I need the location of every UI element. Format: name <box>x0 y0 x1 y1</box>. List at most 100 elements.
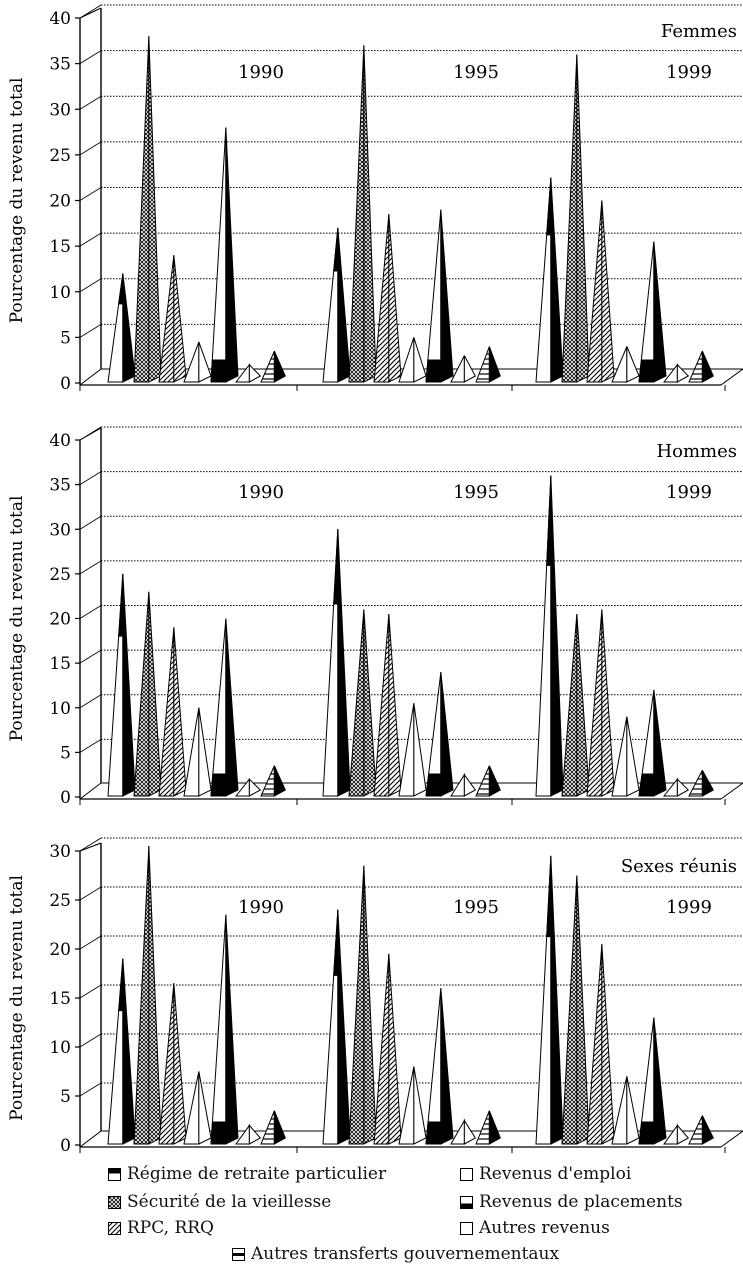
spike-face-side <box>463 1118 477 1145</box>
spike-face-side <box>626 346 640 383</box>
legend-label-atg: Autres transferts gouvernementaux <box>251 1244 560 1264</box>
spike-face-side <box>148 591 162 797</box>
spike-band <box>333 227 339 272</box>
spike-securite-de-la-vieillesse-1990 <box>133 36 162 383</box>
year-label-1995: 1995 <box>453 897 499 918</box>
spike-face-front <box>688 1115 703 1145</box>
spike-face-side <box>248 1124 262 1145</box>
spike-autres-revenus-1995 <box>450 772 477 797</box>
legend-item-plc: Revenus de placements <box>460 1192 683 1212</box>
y-tick-label: 30 <box>49 842 71 862</box>
gridline-side <box>79 1082 102 1097</box>
floor-edge-left <box>79 782 102 800</box>
spike-face-front <box>398 1066 415 1145</box>
spike-face-side <box>653 241 667 383</box>
floor-edge-right <box>720 782 743 800</box>
y-tick-label: 10 <box>49 1038 71 1058</box>
year-label-1995: 1995 <box>453 62 499 83</box>
spike-band <box>425 773 442 797</box>
gridline-side <box>79 935 102 950</box>
legend-item-sv: Sécurité de la vieillesse <box>108 1192 331 1212</box>
spike-face-side <box>701 350 714 383</box>
gridline-side <box>79 50 102 64</box>
legend-label-rpc: RPC, RRQ <box>127 1218 214 1238</box>
spike-face-front <box>158 627 175 797</box>
panel-hommes: 0 5 10 15 20 25 30 35 40 Pourcentage du revenu to… <box>7 426 743 808</box>
spike-face-side <box>173 627 187 797</box>
legend-label-aut: Autres revenus <box>479 1218 610 1238</box>
gridline-side <box>79 324 102 338</box>
spike-face-side <box>148 846 162 1145</box>
spike-face-side <box>148 36 162 383</box>
spike-band <box>546 475 552 566</box>
gridline-side <box>79 1033 102 1048</box>
spike-regime-de-retraite-particulier-1995 <box>322 529 351 797</box>
spike-face-side <box>550 177 564 383</box>
spike-rpc-rrq-1995 <box>373 613 402 797</box>
y-tick-label: 0 <box>60 788 71 808</box>
y-tick-label: 5 <box>60 1087 71 1107</box>
spike-face-side <box>198 341 212 383</box>
spike-face-front <box>260 350 275 383</box>
spike-face-side <box>676 1124 690 1145</box>
spike-face-side <box>626 716 640 797</box>
spike-face-side <box>225 618 239 797</box>
spike-face-side <box>626 1076 640 1145</box>
spike-autres-revenus-1995 <box>450 355 476 383</box>
spike-face-side <box>550 475 564 797</box>
spike-autres-transferts-gouvernementaux-1990 <box>260 765 286 797</box>
year-label-1990: 1990 <box>238 482 284 503</box>
spike-face-side <box>653 689 667 797</box>
spike-face-front <box>373 613 390 797</box>
spike-face-front <box>398 337 415 383</box>
spike-face-front <box>183 341 200 383</box>
gridline-side <box>79 278 102 293</box>
spike-revenus-de-placements-1999 <box>638 241 667 383</box>
year-label-1999: 1999 <box>666 897 712 918</box>
spike-face-front <box>133 591 150 797</box>
legend-label-plc: Revenus de placements <box>479 1192 683 1212</box>
spike-face-front <box>210 914 227 1145</box>
spike-face-side <box>653 1017 667 1145</box>
panel-label: Hommes <box>656 441 737 462</box>
year-label-1999: 1999 <box>666 482 712 503</box>
spike-regime-de-retraite-particulier-1995 <box>322 227 351 383</box>
y-tick-label: 40 <box>49 9 71 29</box>
spike-regime-de-retraite-particulier-1999 <box>535 177 564 383</box>
legend-item-rpc: RPC, RRQ <box>108 1218 214 1238</box>
y-tick-label: 0 <box>60 1136 71 1156</box>
y-tick-label: 20 <box>49 192 71 212</box>
axis-top-edge <box>79 7 102 19</box>
panel-sexes-reunis: 0 5 10 15 20 25 30 Pourcentage du revenu total S… <box>7 837 743 1156</box>
legend-swatch-emp <box>460 1167 473 1181</box>
y-tick-label: 25 <box>49 146 71 166</box>
panel-label: Sexes réunis <box>621 856 737 877</box>
panel-label: Femmes <box>661 21 737 42</box>
spike-face-front <box>586 200 603 383</box>
gridline-side <box>79 739 102 753</box>
spike-autres-transferts-gouvernementaux-1995 <box>475 1110 501 1145</box>
spike-autres-transferts-gouvernementaux-1999 <box>688 1115 714 1145</box>
y-tick-label: 30 <box>49 100 71 120</box>
spike-revenus-de-placements-1999 <box>638 689 667 797</box>
spike-face-front <box>688 350 703 383</box>
spike-securite-de-la-vieillesse-1999 <box>561 875 590 1145</box>
spike-revenus-d-emploi-1990 <box>183 1071 212 1145</box>
spike-face-front <box>210 618 227 797</box>
spike-band <box>118 958 124 1012</box>
spike-face-front <box>475 765 490 797</box>
y-tick-label: 20 <box>49 940 71 960</box>
y-tick-label: 15 <box>49 989 71 1009</box>
spike-rpc-rrq-1995 <box>373 953 402 1145</box>
spike-face-side <box>122 573 136 797</box>
spike-securite-de-la-vieillesse-1990 <box>133 591 162 797</box>
spike-face-side <box>440 671 454 797</box>
spike-revenus-d-emploi-1999 <box>611 1076 640 1145</box>
spike-band <box>210 773 227 797</box>
spike-face-side <box>576 614 590 797</box>
spike-face-front <box>561 875 578 1145</box>
spike-autres-transferts-gouvernementaux-1990 <box>260 1110 286 1145</box>
spike-face-front <box>561 54 578 383</box>
gridline-side <box>79 560 102 575</box>
y-tick-label: 20 <box>49 610 71 630</box>
